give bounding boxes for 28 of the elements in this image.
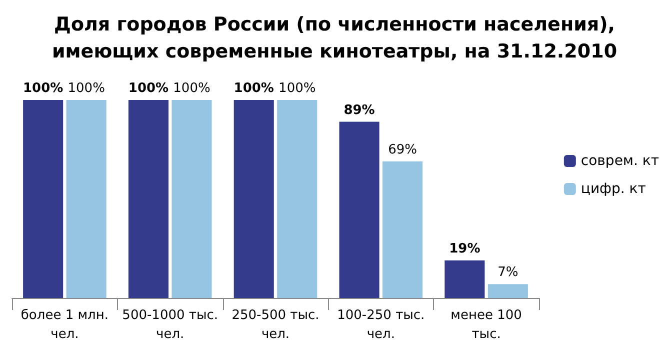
bar <box>488 284 528 298</box>
data-label: 69% <box>388 142 417 158</box>
x-tick-label: менее 100 тыс. <box>450 308 522 342</box>
bar <box>382 161 423 298</box>
data-label: 100% <box>234 81 274 96</box>
chart-title: Доля городов России (по численности населения), имеющих современные кинотеатры, на 31.12.2010 <box>52 14 618 62</box>
data-label: 100% <box>22 81 64 96</box>
bar <box>277 100 318 298</box>
data-label: 19% <box>449 241 480 256</box>
bar <box>234 100 274 298</box>
data-label: 89% <box>344 102 375 118</box>
bar <box>23 100 64 298</box>
data-label: 100% <box>278 81 316 96</box>
x-tick-label: более 1 млн. чел. <box>20 308 108 342</box>
bar <box>339 122 380 298</box>
x-tick-label: 100-250 тыс. чел. <box>337 308 425 342</box>
data-label: 100% <box>173 81 210 96</box>
data-label: 100% <box>128 81 169 96</box>
bar <box>172 100 212 298</box>
legend-label: цифр. кт <box>580 181 646 197</box>
bar <box>444 260 485 298</box>
x-tick-label: 250-500 тыс. чел. <box>232 308 320 342</box>
legend-label: соврем. кт <box>580 153 660 169</box>
data-label: 100% <box>68 81 105 96</box>
bar <box>128 100 168 298</box>
data-label: 7% <box>498 265 518 280</box>
bar <box>66 100 106 298</box>
x-tick-label: 500-1000 тыс. чел. <box>122 308 218 342</box>
